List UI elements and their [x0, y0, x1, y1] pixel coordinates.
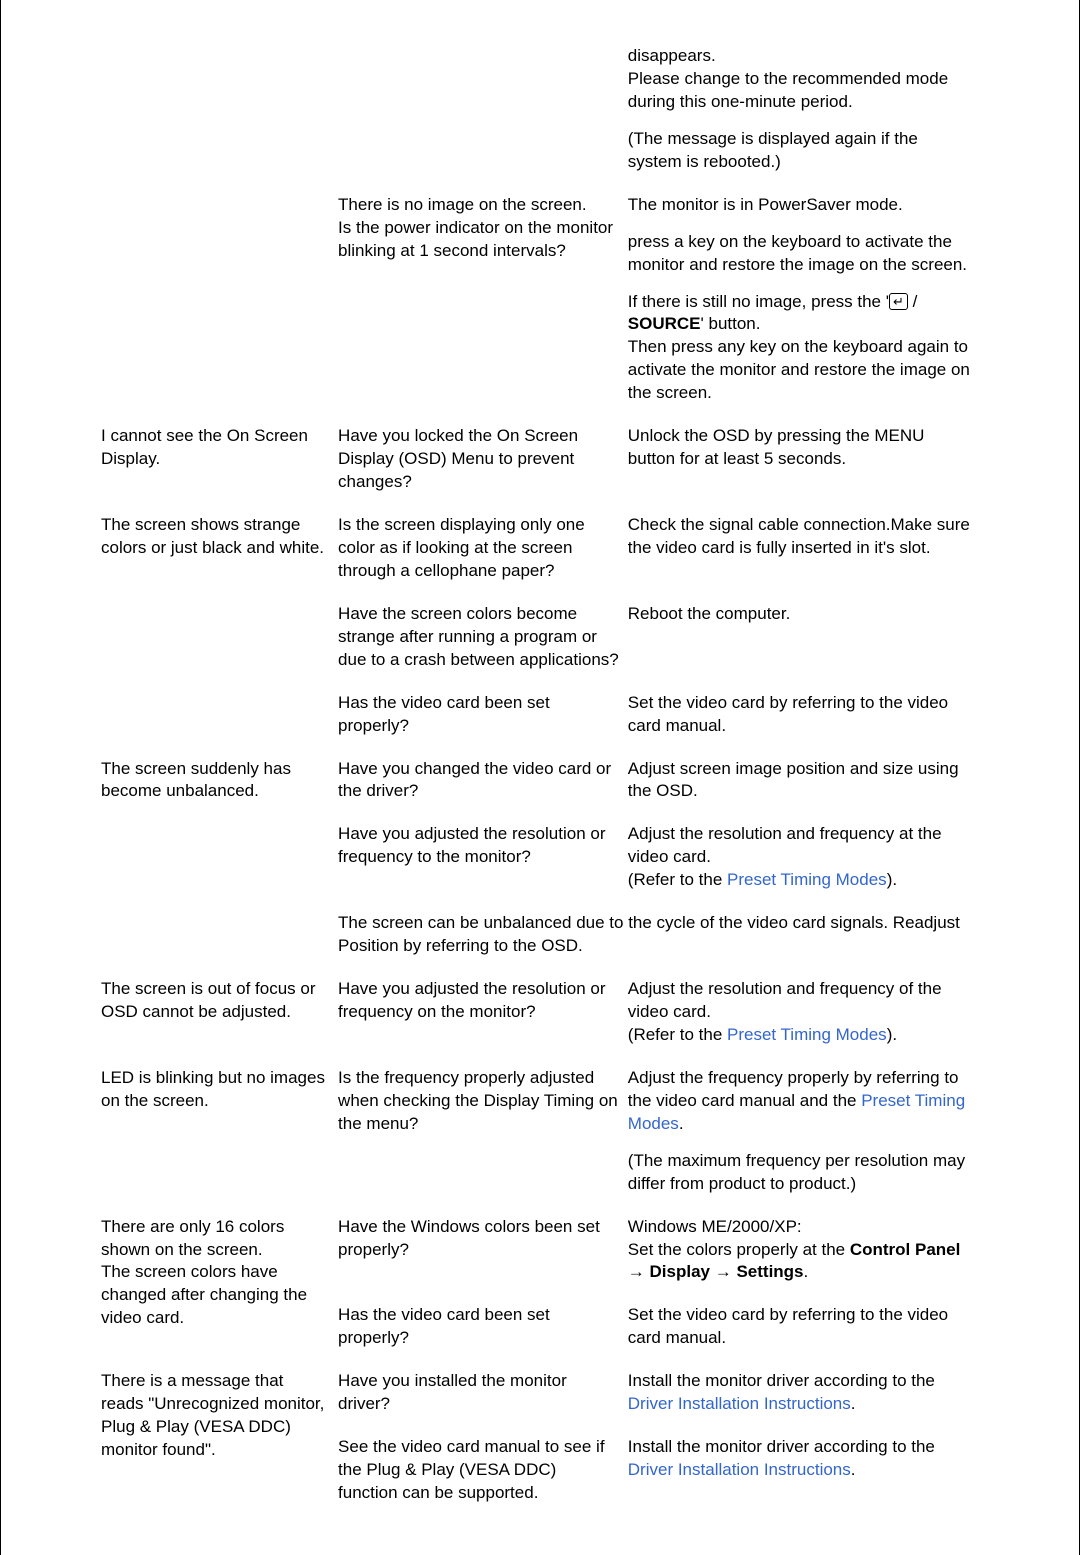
troubleshooting-table: disappears.Please change to the recommen…	[101, 35, 979, 1515]
solution-paragraph: Check the signal cable connection.Make s…	[628, 514, 971, 560]
symptom-cell: There is a message that reads "Unrecogni…	[101, 1360, 338, 1515]
symptom-cell: There are only 16 colors shown on the sc…	[101, 1206, 338, 1361]
table-row: LED is blinking but no images on the scr…	[101, 1057, 979, 1206]
check-cell: Have the screen colors become strange af…	[338, 593, 628, 682]
solution-paragraph: Install the monitor driver according to …	[628, 1370, 971, 1416]
symptom-cell	[101, 813, 338, 902]
check-cell: Is the frequency properly adjusted when …	[338, 1057, 628, 1206]
solution-paragraph: disappears.Please change to the recommen…	[628, 45, 971, 114]
solution-cell: Windows ME/2000/XP:Set the colors proper…	[628, 1206, 979, 1295]
check-cell: There is no image on the screen.Is the p…	[338, 184, 628, 416]
symptom-cell: The screen is out of focus or OSD cannot…	[101, 968, 338, 1057]
solution-cell: Reboot the computer.	[628, 593, 979, 682]
solution-paragraph: The monitor is in PowerSaver mode.	[628, 194, 971, 217]
check-cell: See the video card manual to see if the …	[338, 1426, 628, 1515]
symptom-cell	[101, 184, 338, 416]
enter-icon: ↵	[889, 293, 908, 310]
solution-cell: The monitor is in PowerSaver mode. press …	[628, 184, 979, 416]
solution-paragraph: (The maximum frequency per resolution ma…	[628, 1150, 971, 1196]
table-row: Have you adjusted the resolution or freq…	[101, 813, 979, 902]
table-row: The screen can be unbalanced due to the …	[101, 902, 979, 968]
note-cell: The screen can be unbalanced due to the …	[338, 902, 979, 968]
table-row: I cannot see the On Screen Display.Have …	[101, 415, 979, 504]
solution-cell: Adjust the frequency properly by referri…	[628, 1057, 979, 1206]
symptom-cell	[101, 35, 338, 184]
check-cell: Have you adjusted the resolution or freq…	[338, 968, 628, 1057]
solution-paragraph: Windows ME/2000/XP:Set the colors proper…	[628, 1216, 971, 1285]
solution-cell: Adjust screen image position and size us…	[628, 748, 979, 814]
link[interactable]: Preset Timing Modes	[628, 1091, 965, 1133]
table-row: Have the screen colors become strange af…	[101, 593, 979, 682]
solution-cell: Check the signal cable connection.Make s…	[628, 504, 979, 593]
check-cell: Have you changed the video card or the d…	[338, 748, 628, 814]
solution-paragraph: Adjust the resolution and frequency of t…	[628, 978, 971, 1047]
solution-cell: Install the monitor driver according to …	[628, 1426, 979, 1515]
symptom-cell	[101, 682, 338, 748]
solution-cell: disappears.Please change to the recommen…	[628, 35, 979, 184]
solution-paragraph: Install the monitor driver according to …	[628, 1436, 971, 1482]
check-cell	[338, 35, 628, 184]
troubleshooting-page: disappears.Please change to the recommen…	[0, 0, 1080, 1555]
check-cell: Has the video card been set properly?	[338, 1294, 628, 1360]
solution-cell: Install the monitor driver according to …	[628, 1360, 979, 1426]
check-cell: Is the screen displaying only one color …	[338, 504, 628, 593]
solution-paragraph: (The message is displayed again if the s…	[628, 128, 971, 174]
table-row: There is a message that reads "Unrecogni…	[101, 1360, 979, 1426]
table-row: disappears.Please change to the recommen…	[101, 35, 979, 184]
link[interactable]: Driver Installation Instructions	[628, 1460, 851, 1479]
link[interactable]: Driver Installation Instructions	[628, 1394, 851, 1413]
table-row: The screen is out of focus or OSD cannot…	[101, 968, 979, 1057]
solution-paragraph: press a key on the keyboard to activate …	[628, 231, 971, 277]
solution-paragraph: Adjust screen image position and size us…	[628, 758, 971, 804]
symptom-cell: I cannot see the On Screen Display.	[101, 415, 338, 504]
symptom-cell	[101, 593, 338, 682]
solution-paragraph: If there is still no image, press the '↵…	[628, 291, 971, 406]
solution-cell: Adjust the resolution and frequency of t…	[628, 968, 979, 1057]
solution-paragraph: Unlock the OSD by pressing the MENU butt…	[628, 425, 971, 471]
symptom-cell: LED is blinking but no images on the scr…	[101, 1057, 338, 1206]
solution-paragraph: Adjust the resolution and frequency at t…	[628, 823, 971, 892]
solution-cell: Set the video card by referring to the v…	[628, 1294, 979, 1360]
check-cell: Have you adjusted the resolution or freq…	[338, 813, 628, 902]
symptom-cell	[101, 902, 338, 968]
link[interactable]: Preset Timing Modes	[727, 1025, 887, 1044]
symptom-cell: The screen suddenly has become unbalance…	[101, 748, 338, 814]
solution-cell: Set the video card by referring to the v…	[628, 682, 979, 748]
solution-paragraph: Set the video card by referring to the v…	[628, 692, 971, 738]
solution-paragraph: Set the video card by referring to the v…	[628, 1304, 971, 1350]
link[interactable]: Preset Timing Modes	[727, 870, 887, 889]
solution-paragraph: Reboot the computer.	[628, 603, 971, 626]
table-row: There are only 16 colors shown on the sc…	[101, 1206, 979, 1295]
table-row: Has the video card been set properly?Set…	[101, 682, 979, 748]
table-row: The screen suddenly has become unbalance…	[101, 748, 979, 814]
symptom-cell: The screen shows strange colors or just …	[101, 504, 338, 593]
check-cell: Have you installed the monitor driver?	[338, 1360, 628, 1426]
table-row: The screen shows strange colors or just …	[101, 504, 979, 593]
solution-cell: Unlock the OSD by pressing the MENU butt…	[628, 415, 979, 504]
check-cell: Have you locked the On Screen Display (O…	[338, 415, 628, 504]
solution-cell: Adjust the resolution and frequency at t…	[628, 813, 979, 902]
check-cell: Has the video card been set properly?	[338, 682, 628, 748]
solution-paragraph: Adjust the frequency properly by referri…	[628, 1067, 971, 1136]
table-row: There is no image on the screen.Is the p…	[101, 184, 979, 416]
check-cell: Have the Windows colors been set properl…	[338, 1206, 628, 1295]
